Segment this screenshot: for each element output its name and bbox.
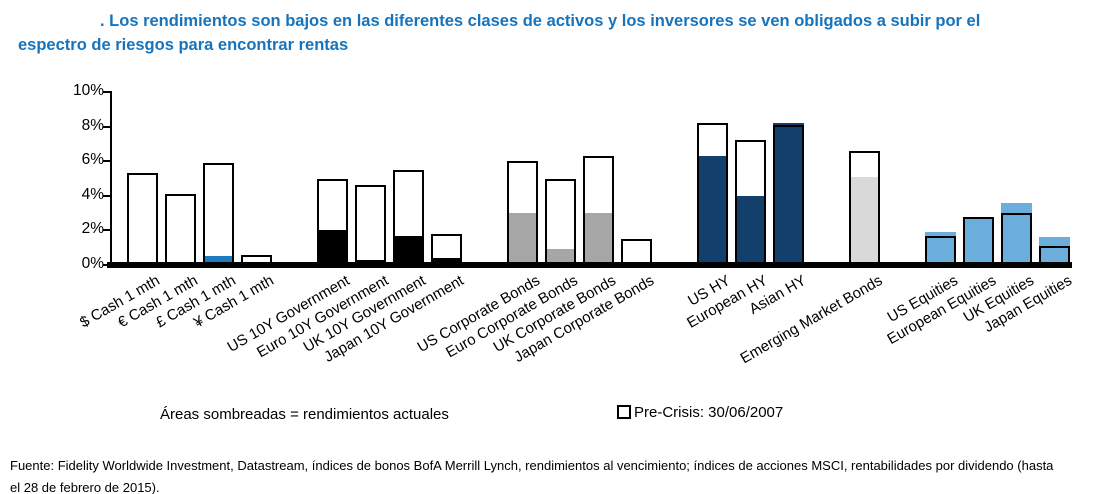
source-note: Fuente: Fidelity Worldwide Investment, D…	[10, 455, 1100, 494]
bar-current-fill	[849, 176, 880, 265]
bar-current-fill	[393, 235, 424, 265]
y-axis-tick-label: 4%	[81, 185, 104, 203]
bar-precrisis-outline	[165, 194, 196, 265]
y-axis-tick-mark	[103, 125, 111, 128]
bar-current-fill	[583, 213, 614, 265]
precrisis-outline-swatch-icon	[617, 404, 631, 419]
bar-precrisis-outline	[697, 123, 728, 265]
bar-precrisis-outline	[773, 124, 804, 265]
legend-precrisis-label: Pre-Crisis: 30/06/2007	[634, 404, 784, 421]
bar-precrisis-outline	[545, 178, 576, 265]
y-axis-tick-mark	[103, 91, 111, 93]
bar-precrisis-outline	[127, 173, 158, 265]
y-axis-tick-mark	[103, 229, 111, 232]
bar-precrisis-outline	[393, 169, 424, 265]
source-note-line1: Fuente: Fidelity Worldwide Investment, D…	[10, 458, 1054, 473]
x-axis-line	[107, 262, 1072, 268]
figure-title-line1: . Los rendimientos son bajos en las dife…	[100, 12, 981, 30]
bar-current-fill	[317, 230, 348, 265]
y-axis-line	[110, 91, 112, 268]
y-axis-tick-mark	[103, 160, 111, 163]
bar-current-fill	[545, 249, 576, 265]
bar-current-fill	[697, 156, 728, 265]
bar-precrisis-outline	[355, 185, 386, 265]
bar-current-fill	[1039, 237, 1070, 265]
bar-precrisis-outline	[1001, 213, 1032, 265]
bar-current-fill	[431, 258, 462, 265]
figure-title: . Los rendimientos son bajos en las dife…	[18, 9, 1093, 57]
bar-precrisis-outline	[963, 216, 994, 265]
bar-current-fill	[735, 195, 766, 265]
bar-precrisis-outline	[431, 233, 462, 265]
legend-precrisis: Pre-Crisis: 30/06/2007	[617, 404, 783, 421]
bar-current-fill	[203, 256, 234, 265]
bar-precrisis-outline	[925, 235, 956, 265]
bar-precrisis-outline	[507, 161, 538, 265]
bar-precrisis-outline	[583, 156, 614, 265]
bar-current-fill	[773, 123, 804, 265]
legend-shaded-note: Áreas sombreadas = rendimientos actuales	[160, 406, 449, 423]
bar-precrisis-outline	[735, 140, 766, 265]
bar-precrisis-outline	[849, 150, 880, 265]
y-axis-tick-label: 10%	[72, 82, 104, 99]
bar-precrisis-outline	[203, 162, 234, 265]
bar-current-fill	[963, 216, 994, 265]
figure-title-line2: espectro de riesgos para encontrar renta…	[18, 36, 349, 54]
y-axis-tick-label: 8%	[81, 116, 104, 134]
bar-current-fill	[507, 213, 538, 265]
bar-precrisis-outline	[317, 178, 348, 265]
y-axis-tick-label: 6%	[81, 151, 104, 169]
y-axis-tick-mark	[103, 194, 111, 197]
source-note-line2: el 28 de febrero de 2015).	[10, 479, 160, 494]
y-axis-tick-label: 0%	[81, 255, 104, 272]
y-axis-tick-label: 2%	[81, 220, 104, 238]
